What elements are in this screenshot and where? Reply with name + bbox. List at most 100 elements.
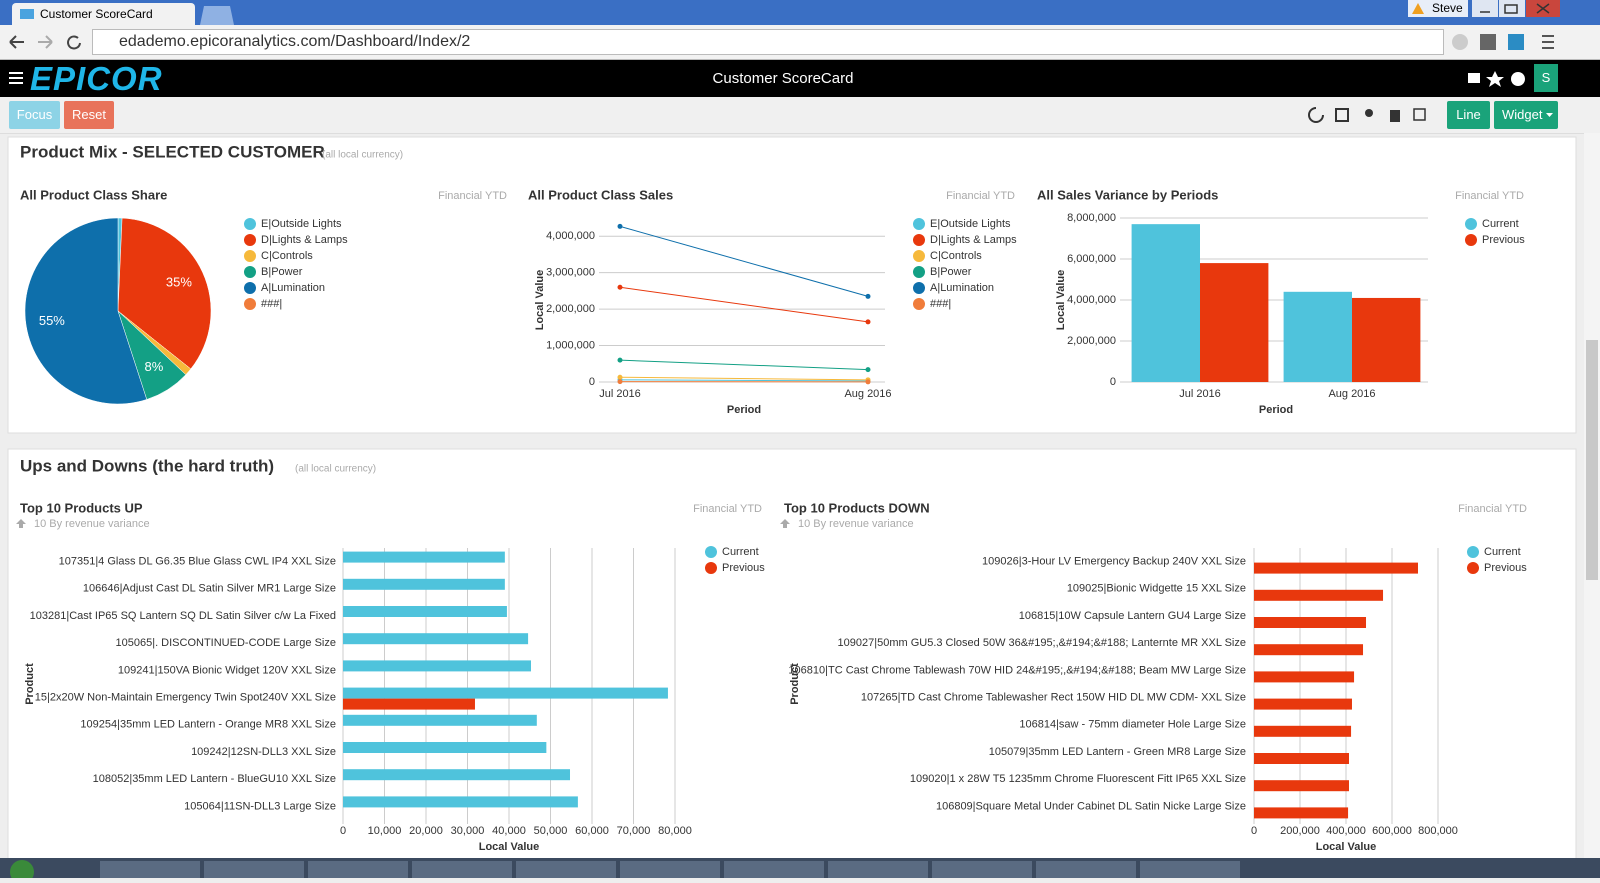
data-point	[618, 224, 623, 229]
print-icon[interactable]	[1336, 109, 1348, 121]
task-item[interactable]	[100, 861, 200, 878]
task-item[interactable]	[828, 861, 928, 878]
x-tick-label: 80,000	[658, 825, 692, 837]
bar	[343, 796, 578, 807]
chat-icon[interactable]	[1468, 73, 1480, 83]
legend-swatch	[1467, 546, 1479, 558]
tool-icons	[1308, 106, 1432, 124]
legend-swatch	[913, 282, 925, 294]
y-axis-title: Local Value	[534, 270, 546, 331]
slice-label: 55%	[39, 313, 65, 328]
x-axis-title: Period	[727, 404, 761, 416]
task-item[interactable]	[308, 861, 408, 878]
data-point	[618, 379, 623, 384]
header-icons	[1466, 70, 1528, 88]
legend-swatch	[244, 298, 256, 310]
task-item[interactable]	[620, 861, 720, 878]
hamburger[interactable]	[9, 72, 23, 84]
task-item[interactable]	[204, 861, 304, 878]
help-icon[interactable]	[1511, 72, 1525, 86]
ext-icon[interactable]	[1452, 34, 1468, 50]
scrollbar[interactable]	[1584, 133, 1600, 858]
x-tick-label: 40,000	[492, 825, 526, 837]
bar	[1352, 298, 1420, 382]
bar	[1132, 224, 1200, 382]
task-item[interactable]	[1140, 861, 1240, 878]
reload[interactable]	[68, 36, 80, 48]
logo[interactable]: EPICOR	[30, 60, 163, 97]
task-item[interactable]	[516, 861, 616, 878]
chart-period: Financial YTD	[1455, 190, 1524, 202]
bar	[343, 660, 531, 671]
back[interactable]	[10, 36, 24, 48]
chart-title: Top 10 Products UP	[20, 500, 143, 515]
bar	[343, 688, 668, 699]
forward[interactable]	[38, 36, 52, 48]
y-tick-label: 106809|Square Metal Under Cabinet DL Sat…	[936, 800, 1246, 812]
extension-icons	[1450, 31, 1595, 53]
delete-icon[interactable]	[1390, 110, 1400, 122]
legend-label: Previous	[1484, 562, 1527, 574]
ext-icon[interactable]	[1508, 34, 1524, 50]
legend-label: ###|	[261, 298, 282, 310]
x-tick-label: Jul 2016	[599, 388, 641, 400]
star-icon[interactable]	[1486, 71, 1504, 87]
legend-label: B|Power	[930, 266, 972, 278]
section-title: Ups and Downs (the hard truth)	[20, 456, 274, 475]
y-tick-label: 107351|4 Glass DL G6.35 Blue Glass CWL I…	[59, 556, 336, 568]
x-tick-label: 50,000	[534, 825, 568, 837]
caret	[1546, 113, 1553, 117]
menu[interactable]	[1542, 36, 1554, 48]
bar	[343, 552, 505, 563]
x-axis-title: Local Value	[1316, 841, 1377, 853]
chart-period: Financial YTD	[693, 503, 762, 515]
user-badge[interactable]: Steve	[1408, 0, 1468, 17]
bar	[1254, 699, 1352, 710]
legend-label: Previous	[1482, 234, 1525, 246]
legend-swatch	[705, 546, 717, 558]
y-tick-label: 109027|50mm GU5.3 Closed 50W 36&#195;,&#…	[838, 637, 1246, 649]
line-button[interactable]: Line	[1447, 101, 1490, 129]
task-item[interactable]	[724, 861, 824, 878]
chart-period: Financial YTD	[1458, 503, 1527, 515]
task-item[interactable]	[1036, 861, 1136, 878]
minimize[interactable]	[1472, 0, 1498, 17]
new-tab[interactable]	[200, 6, 234, 25]
focus-button[interactable]: Focus	[9, 101, 60, 129]
widget-button[interactable]: Widget	[1494, 101, 1558, 129]
data-point	[618, 375, 623, 380]
copy-icon[interactable]	[1414, 109, 1425, 120]
legend-swatch	[1467, 562, 1479, 574]
avatar[interactable]: S	[1534, 64, 1558, 92]
ext-icon[interactable]	[1480, 34, 1496, 50]
chart-title: Top 10 Products DOWN	[784, 500, 930, 515]
legend-label: D|Lights & Lamps	[930, 234, 1017, 246]
taskbar-items	[0, 858, 1600, 878]
bar	[1254, 671, 1354, 682]
scroll-thumb[interactable]	[1586, 340, 1598, 580]
refresh-icon[interactable]	[1309, 108, 1323, 122]
legend-label: C|Controls	[261, 250, 313, 262]
x-axis-title: Period	[1259, 404, 1293, 416]
reset-button[interactable]: Reset	[64, 101, 114, 129]
warning-icon	[1412, 3, 1424, 14]
task-item[interactable]	[932, 861, 1032, 878]
url-box[interactable]: edademo.epicoranalytics.com/Dashboard/In…	[92, 29, 1444, 55]
legend-swatch	[244, 266, 256, 278]
user-icon[interactable]	[1365, 109, 1373, 117]
data-point	[618, 285, 623, 290]
y-tick-label: 106810|TC Cast Chrome Tablewash 70W HID …	[788, 664, 1246, 676]
y-axis-title: Local Value	[1055, 270, 1067, 331]
user-name: Steve	[1432, 0, 1463, 17]
maximize[interactable]	[1499, 0, 1525, 17]
task-item[interactable]	[412, 861, 512, 878]
bar	[1254, 726, 1351, 737]
y-tick-label: 2,000,000	[1067, 335, 1116, 347]
y-tick-label: 106814|saw - 75mm diameter Hole Large Si…	[1019, 719, 1246, 731]
x-tick-label: 0	[340, 825, 346, 837]
tab[interactable]: Customer ScoreCard	[12, 3, 195, 25]
dashboard: Product Mix - SELECTED CUSTOMER (all loc…	[0, 133, 1584, 858]
slice-label: 35%	[166, 275, 192, 290]
y-tick-label: 109025|Bionic Widgette 15 XXL Size	[1067, 583, 1246, 595]
start-button[interactable]	[10, 860, 34, 878]
